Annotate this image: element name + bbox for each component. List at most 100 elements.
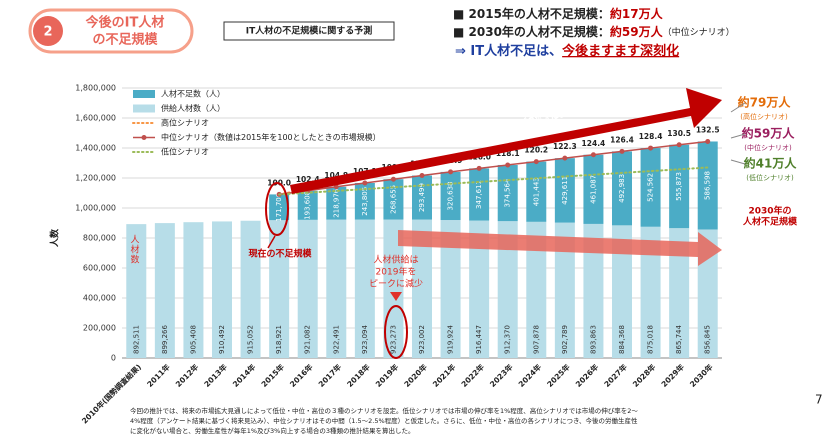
- mid-marker: [619, 148, 625, 154]
- shortage-2030: 2030年の: [748, 205, 791, 217]
- value-label: 320,638: [447, 181, 455, 210]
- supply-peak-note: 2019年を: [376, 266, 417, 278]
- mid-marker: [476, 165, 482, 171]
- bar: [640, 148, 661, 227]
- footnote: 今回の推計では、将来の市場拡大見通しによって低位・中位・高位の３種のシナリオを設…: [130, 406, 638, 415]
- bar: [469, 220, 490, 358]
- heading-box: [223, 21, 395, 41]
- x-tick-label: 2021年: [430, 361, 457, 388]
- bar: [554, 222, 575, 358]
- chart-heading: IT人材の不足規模に関する予測: [246, 25, 373, 37]
- value-label: 922,491: [332, 325, 340, 354]
- scenario-amount: 約41万人: [744, 156, 798, 171]
- x-tick-label: 2027年: [602, 361, 629, 388]
- summary: ⇒ IT人材不足は、今後ますます深刻化: [455, 43, 679, 59]
- x-tick-label: 2010年(国勢調査結果): [79, 362, 143, 426]
- index-label: 124.4: [582, 139, 606, 148]
- peak-pointer: [390, 292, 402, 301]
- bar: [354, 182, 375, 220]
- bar-note: 数: [130, 254, 139, 266]
- index-label: 132.5: [696, 125, 720, 134]
- legend-label: 低位シナリオ: [161, 147, 209, 157]
- summary: ■ 2015年の人材不足規模：約17万人: [453, 6, 664, 21]
- value-label: 193,608: [304, 191, 312, 220]
- bar: [526, 161, 547, 222]
- y-tick-label: 1,200,000: [75, 174, 116, 183]
- highlight-ring: [265, 182, 289, 236]
- bar: [583, 223, 604, 358]
- legend-swatch: [133, 104, 155, 113]
- x-tick-label: 2018年: [345, 361, 372, 388]
- scenario-name: (高位シナリオ): [740, 112, 788, 121]
- y-tick-label: 800,000: [83, 234, 116, 243]
- value-label: 875,018: [647, 325, 655, 354]
- bar: [326, 186, 347, 220]
- x-tick-label: 2011年: [145, 361, 172, 388]
- value-label: 492,983: [618, 174, 626, 203]
- bar: [297, 219, 318, 358]
- value-label: 555,873: [675, 172, 683, 201]
- value-label: 923,094: [361, 325, 369, 354]
- index-label: 102.4: [296, 175, 320, 184]
- bar: [269, 194, 290, 221]
- value-label: 884,368: [618, 325, 626, 354]
- current-shortage: 現在の不足規模: [248, 248, 312, 260]
- mid-marker: [562, 155, 568, 161]
- y-tick-label: 0: [111, 354, 116, 363]
- index-label: 122.3: [553, 142, 577, 151]
- mid-marker: [590, 152, 596, 158]
- x-tick-label: 2012年: [173, 361, 200, 388]
- x-tick-label: 2017年: [316, 361, 343, 388]
- legend-label: 人材不足数（人）: [161, 89, 225, 99]
- y-axis-label: 人数: [49, 228, 61, 248]
- scenario-name: (中位シナリオ): [744, 143, 792, 152]
- scenario-pointer: [730, 102, 746, 165]
- bar: [183, 222, 204, 358]
- value-label: 899,266: [161, 325, 169, 354]
- value-label: 916,447: [475, 325, 483, 354]
- bar: [354, 219, 375, 358]
- value-label: 893,863: [589, 325, 597, 354]
- plot: 0 200,000 400,000 600,000 800,000 1,000,000 1,…: [49, 84, 722, 426]
- y-tick-label: 1,800,000: [75, 84, 116, 93]
- connector: [267, 235, 276, 249]
- value-label: 915,052: [247, 325, 255, 354]
- scenario-amount: 約59万人: [742, 126, 796, 141]
- x-tick-label: 2020年: [402, 361, 429, 388]
- bar: [126, 224, 147, 358]
- x-tick-label: 2014年: [230, 361, 257, 388]
- shortage-2030: 人材不足規模: [742, 216, 798, 228]
- page-number: 7: [815, 393, 823, 407]
- bar: [240, 220, 261, 358]
- index-label: 130.5: [667, 129, 691, 138]
- bar: [412, 175, 432, 220]
- bar-note: 人: [130, 235, 139, 246]
- supply-peak-note: 人材供給は: [373, 254, 418, 266]
- index-label: 128.4: [639, 132, 663, 141]
- y-tick-label: 400,000: [83, 294, 116, 303]
- value-label: 907,878: [532, 325, 540, 354]
- bar-note: 材: [130, 244, 139, 256]
- value-label: 921,082: [304, 325, 312, 354]
- mid-marker: [390, 176, 396, 182]
- index-label: 118.1: [496, 149, 520, 158]
- bar: [526, 221, 547, 358]
- section-title: の不足規模: [92, 32, 158, 48]
- value-label: 429,611: [561, 176, 569, 205]
- mid-line: [279, 140, 708, 196]
- x-tick-label: 2013年: [202, 361, 229, 388]
- scenario-name: (低位シナリオ): [746, 173, 794, 182]
- footnote: に変化がない場合と、労働生産性が毎年1%及び3%向上する場合の3種類の推計結果を…: [130, 426, 415, 435]
- bar: [440, 220, 461, 358]
- y-tick-label: 1,600,000: [75, 114, 116, 123]
- legend-label: 中位シナリオ（数値は2015年を100としたときの市場規模）: [161, 132, 381, 142]
- shortage-arrow: [398, 230, 722, 266]
- x-tick-label: 2029年: [659, 361, 686, 388]
- bar: [412, 219, 432, 358]
- legend-swatch: [141, 135, 147, 140]
- bar: [697, 141, 718, 230]
- y-tick-label: 200,000: [83, 324, 116, 333]
- scenario-line: [278, 166, 709, 196]
